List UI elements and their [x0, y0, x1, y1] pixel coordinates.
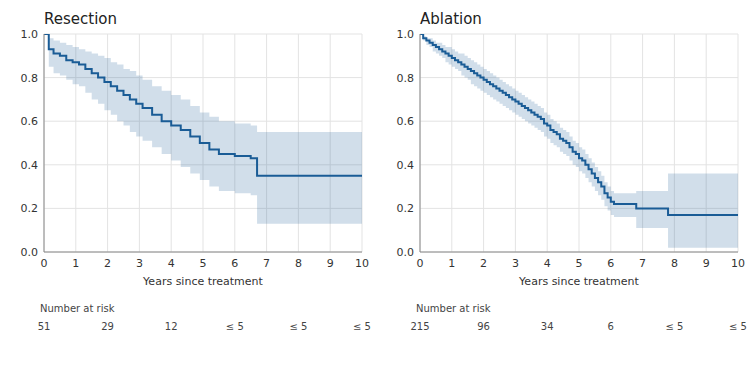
plot-area — [44, 34, 362, 224]
plot-area — [420, 34, 738, 248]
y-tick-label: 0.0 — [21, 246, 39, 259]
risk-count: ≤ 5 — [353, 321, 371, 332]
grid-line — [44, 252, 362, 253]
risk-count: ≤ 5 — [226, 321, 244, 332]
x-tick-label: 6 — [231, 257, 238, 270]
x-tick-label: 5 — [200, 257, 207, 270]
x-tick-label: 0 — [41, 257, 48, 270]
x-tick-label: 7 — [263, 257, 270, 270]
x-tick-label: 2 — [480, 257, 487, 270]
y-tick-label: 0.4 — [397, 159, 415, 172]
y-tick-label: 0.6 — [21, 115, 39, 128]
y-tick-label: 0.4 — [21, 159, 39, 172]
title: Ablation — [420, 10, 482, 28]
confidence-band — [420, 34, 738, 248]
panel: 0123456789100.00.20.40.60.81.0AblationYe… — [397, 10, 747, 332]
x-tick-label: 9 — [327, 257, 334, 270]
x-axis-label: Years since treatment — [518, 275, 639, 288]
x-tick-label: 4 — [168, 257, 175, 270]
x-tick-label: 4 — [544, 257, 551, 270]
risk-count: 29 — [101, 321, 114, 332]
panel: 0123456789100.00.20.40.60.81.0ResectionY… — [21, 10, 371, 332]
survival-curve — [420, 34, 738, 215]
grid-line — [515, 34, 516, 252]
x-tick-label: 2 — [104, 257, 111, 270]
y-tick-label: 0.8 — [397, 72, 415, 85]
risk-count: ≤ 5 — [289, 321, 307, 332]
risk-count: 96 — [477, 321, 490, 332]
x-tick-label: 7 — [639, 257, 646, 270]
y-tick-label: 0.8 — [21, 72, 39, 85]
x-tick-label: 9 — [703, 257, 710, 270]
x-tick-label: 1 — [72, 257, 79, 270]
grid-line — [610, 34, 611, 252]
x-axis — [420, 252, 738, 253]
survival-curve — [44, 34, 362, 176]
risk-count: 51 — [38, 321, 51, 332]
risk-count: 34 — [541, 321, 554, 332]
grid-line — [547, 34, 548, 252]
risk-count: 12 — [165, 321, 178, 332]
x-axis-label: Years since treatment — [142, 275, 263, 288]
y-tick-label: 0.2 — [21, 202, 39, 215]
grid-line — [139, 34, 140, 252]
x-tick-label: 10 — [355, 257, 369, 270]
x-tick-label: 3 — [136, 257, 143, 270]
y-tick-label: 1.0 — [397, 28, 415, 41]
risk-count: ≤ 5 — [729, 321, 747, 332]
y-tick-label: 1.0 — [21, 28, 39, 41]
chart: 0123456789100.00.20.40.60.81.0ResectionY… — [0, 0, 753, 380]
y-tick-label: 0.6 — [397, 115, 415, 128]
risk-count: 215 — [410, 321, 429, 332]
risk-count: ≤ 5 — [665, 321, 683, 332]
y-tick-label: 0.2 — [397, 202, 415, 215]
x-tick-label: 10 — [731, 257, 745, 270]
x-tick-label: 8 — [671, 257, 678, 270]
grid-line — [420, 252, 738, 253]
x-tick-label: 3 — [512, 257, 519, 270]
risk-table-label: Number at risk — [40, 303, 115, 314]
x-tick-label: 5 — [576, 257, 583, 270]
grid-line — [44, 34, 45, 252]
x-tick-label: 1 — [448, 257, 455, 270]
title: Resection — [44, 10, 117, 28]
x-axis — [44, 252, 362, 253]
y-tick-label: 0.0 — [397, 246, 415, 259]
risk-count: 6 — [608, 321, 614, 332]
y-axis — [44, 34, 45, 252]
x-tick-label: 6 — [607, 257, 614, 270]
confidence-band — [44, 34, 362, 224]
risk-table-label: Number at risk — [416, 303, 491, 314]
x-tick-label: 8 — [295, 257, 302, 270]
y-axis — [420, 34, 421, 252]
x-tick-label: 0 — [417, 257, 424, 270]
grid-line — [420, 34, 421, 252]
